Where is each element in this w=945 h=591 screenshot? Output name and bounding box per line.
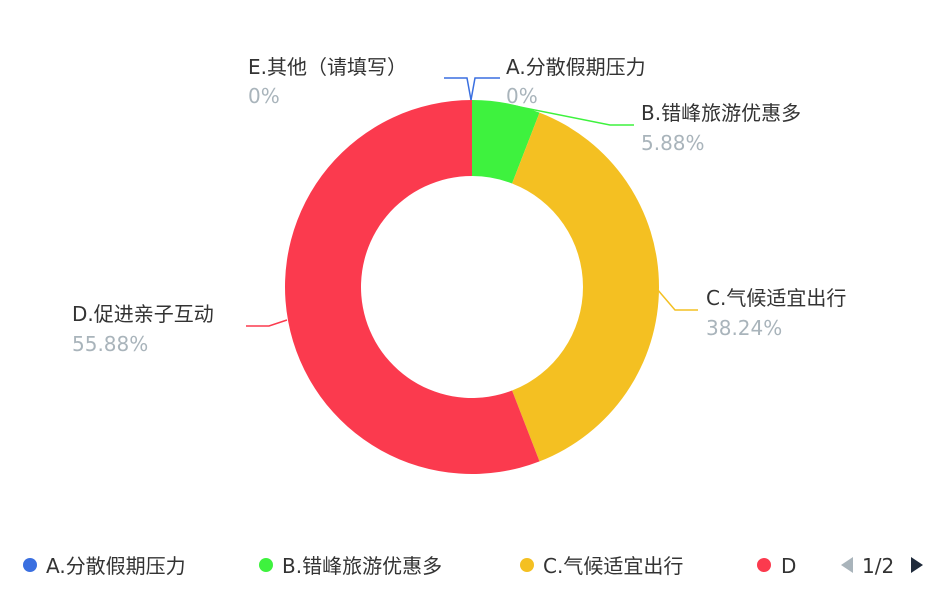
slice-label-c: C.气候适宜出行 38.24% [706, 286, 846, 340]
slice-label-d: D.促进亲子互动 55.88% [72, 302, 214, 356]
leader-line-a [470, 77, 500, 101]
leader-line-c [656, 288, 698, 311]
slice-label-d-percent: 55.88% [72, 332, 148, 356]
pager-page-label: 1/2 [862, 554, 894, 578]
legend-item-c[interactable]: C.气候适宜出行 [520, 554, 683, 578]
legend-marker-a [23, 558, 37, 572]
pager-prev-icon[interactable] [841, 557, 853, 573]
legend-marker-d [757, 558, 771, 572]
legend-label-b: B.错峰旅游优惠多 [282, 554, 442, 578]
slice-b[interactable] [472, 100, 540, 184]
slice-label-e-name: E.其他（请填写） [248, 55, 407, 79]
slice-label-b-percent: 5.88% [641, 131, 705, 155]
slice-label-e: E.其他（请填写） 0% [248, 55, 407, 108]
leader-lines-group [246, 77, 698, 327]
legend-label-c: C.气候适宜出行 [543, 554, 683, 578]
slice-label-b-name: B.错峰旅游优惠多 [641, 101, 801, 125]
legend-item-d[interactable]: D [757, 554, 796, 578]
slice-label-a: A.分散假期压力 0% [506, 55, 646, 108]
slice-label-b: B.错峰旅游优惠多 5.88% [641, 101, 801, 155]
legend: A.分散假期压力 B.错峰旅游优惠多 C.气候适宜出行 D 1/2 [23, 554, 923, 578]
slice-label-a-percent: 0% [506, 84, 538, 108]
legend-marker-c [520, 558, 534, 572]
leader-line-b [504, 103, 634, 126]
slices-group [285, 100, 660, 474]
slice-label-e-percent: 0% [248, 84, 280, 108]
legend-item-b[interactable]: B.错峰旅游优惠多 [259, 554, 442, 578]
slice-label-c-name: C.气候适宜出行 [706, 286, 846, 310]
slice-d[interactable] [285, 100, 540, 474]
slice-label-a-name: A.分散假期压力 [506, 55, 646, 79]
slice-label-c-percent: 38.24% [706, 316, 782, 340]
legend-item-a[interactable]: A.分散假期压力 [23, 554, 186, 578]
pager-next-icon[interactable] [911, 557, 923, 573]
legend-label-d: D [781, 554, 796, 578]
legend-label-a: A.分散假期压力 [46, 554, 186, 578]
slice-label-d-name: D.促进亲子互动 [72, 302, 214, 326]
legend-pager: 1/2 [841, 554, 923, 578]
slice-c[interactable] [512, 112, 660, 462]
leader-line-d [246, 319, 288, 327]
leader-line-e [444, 77, 472, 101]
legend-marker-b [259, 558, 273, 572]
